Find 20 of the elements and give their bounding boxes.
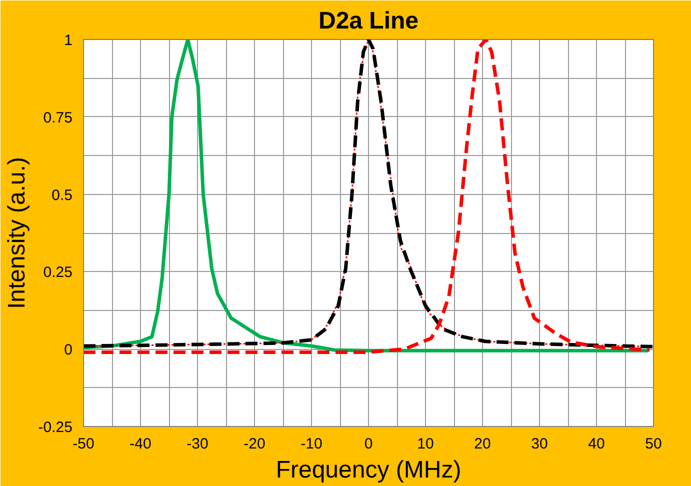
y-tick-label: 0: [64, 342, 72, 359]
x-tick-label: -30: [186, 436, 208, 452]
x-tick-label: 40: [588, 436, 605, 452]
x-tick-label: -10: [300, 436, 322, 452]
y-tick-label: 0.5: [52, 186, 73, 204]
x-tick-label: -20: [244, 436, 266, 452]
y-tick-label: 0.25: [43, 264, 73, 282]
chart-title: D2a Line: [318, 8, 419, 34]
y-tick-label: 0.75: [43, 109, 73, 126]
x-tick-label: -40: [130, 436, 152, 452]
x-tick-label: 20: [474, 436, 491, 452]
x-tick-label: 10: [417, 436, 434, 452]
y-tick-label: 1: [64, 32, 72, 49]
x-tick-label: -50: [72, 436, 94, 452]
y-axis-title: Intensity (a.u.): [3, 156, 30, 310]
x-tick-label: 50: [645, 436, 662, 452]
x-tick-label: 30: [531, 436, 548, 452]
y-tick-label: -0.25: [38, 419, 73, 436]
x-tick-label: 0: [364, 436, 373, 452]
x-axis-title: Frequency (MHz): [276, 456, 462, 484]
